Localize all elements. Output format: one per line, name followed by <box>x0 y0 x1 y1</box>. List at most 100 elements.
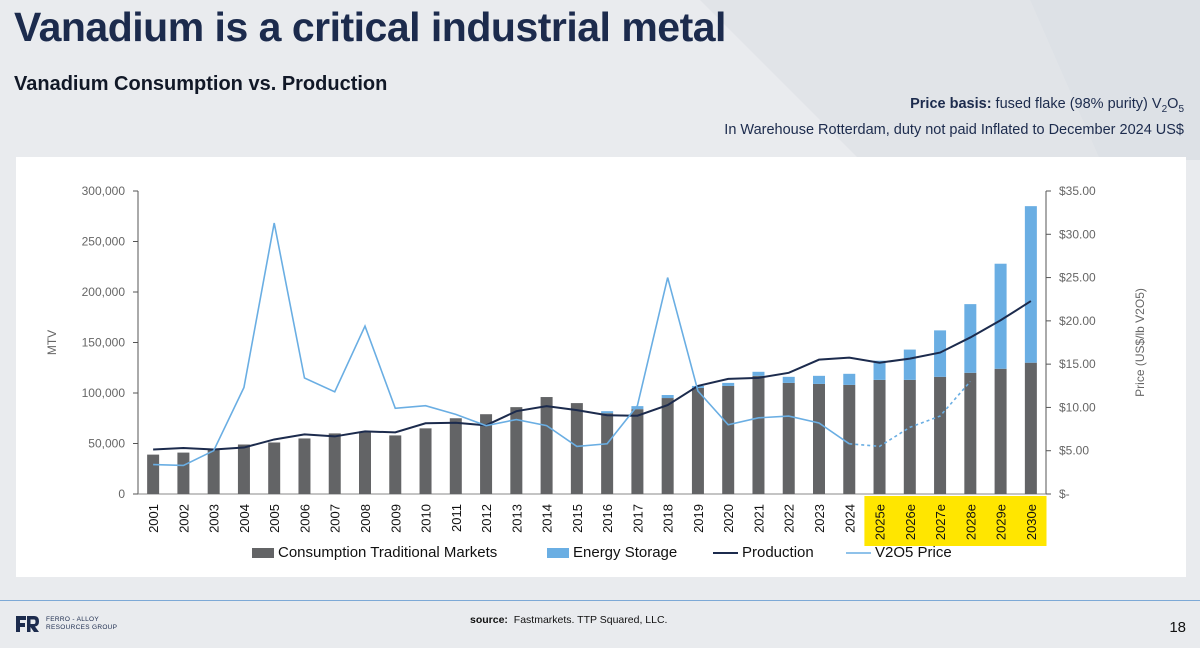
x-axis-tick-label: 2010 <box>419 504 434 533</box>
price-basis-o: O <box>1167 96 1179 112</box>
left-axis-tick-label: 100,000 <box>82 386 126 400</box>
bar-consumption-traditional <box>601 413 614 494</box>
chart-panel: 0 50,000 100,000 150,000 200,000 250,000 300,0… <box>16 157 1186 577</box>
forecast-highlight <box>985 496 1017 546</box>
logo-line1: FERRO - ALLOY <box>46 616 100 623</box>
right-axis-title: Price (US$/lb V2O5) <box>1133 288 1147 397</box>
bar-consumption-traditional <box>480 414 493 494</box>
legend-label: Consumption Traditional Markets <box>278 544 497 561</box>
bar-energy-storage <box>994 263 1007 369</box>
bar-consumption-traditional <box>419 428 432 494</box>
x-axis-tick-label: 2027e <box>933 504 948 540</box>
bar-energy-storage <box>752 371 765 376</box>
x-axis-tick-label: 2012 <box>479 504 494 533</box>
x-axis-tick-label: 2004 <box>237 504 252 533</box>
x-axis-tick-label: 2029e <box>994 504 1009 540</box>
production-line <box>153 300 1032 451</box>
left-axis-tick-label: 300,000 <box>82 184 126 198</box>
bar-energy-storage <box>843 373 856 385</box>
price-basis-note: Price basis: fused flake (98% purity) V2… <box>724 94 1184 141</box>
company-logo: FERRO - ALLOY RESOURCES GROUP <box>14 614 117 634</box>
bar-consumption-traditional <box>843 384 856 494</box>
page-title: Vanadium is a critical industrial metal <box>14 4 726 50</box>
x-axis-tick-label: 2014 <box>540 504 555 533</box>
bar-consumption-traditional <box>177 452 190 494</box>
x-axis-tick-label: 2022 <box>782 504 797 533</box>
price-basis-sub2: 5 <box>1178 103 1184 115</box>
consumption-production-chart: 0 50,000 100,000 150,000 200,000 250,000 300,0… <box>45 184 1147 561</box>
left-axis-tick-label: 0 <box>118 487 125 501</box>
x-axis-tick-label: 2006 <box>297 504 312 533</box>
x-axis-tick-label: 2030e <box>1024 504 1039 540</box>
price-basis-line1: Price basis: fused flake (98% purity) V2… <box>724 94 1184 120</box>
bar-consumption-traditional <box>147 454 160 494</box>
source-note: source: Fastmarkets. TTP Squared, LLC. <box>470 614 667 626</box>
bar-energy-storage <box>661 395 674 399</box>
forecast-highlight <box>894 496 926 546</box>
legend-label: V2O5 Price <box>875 544 952 561</box>
bar-consumption-traditional <box>691 387 704 494</box>
x-axis-tick-label: 2002 <box>176 504 191 533</box>
bar-consumption-traditional <box>540 397 553 494</box>
x-axis-tick-label: 2016 <box>600 504 615 533</box>
bar-consumption-traditional <box>903 379 916 494</box>
legend-label: Energy Storage <box>573 544 677 561</box>
x-axis-tick-label: 2021 <box>751 504 766 533</box>
left-axis-tick-label: 250,000 <box>82 235 126 249</box>
price-basis-line2: In Warehouse Rotterdam, duty not paid In… <box>724 121 1184 138</box>
x-axis-tick-label: 2011 <box>449 504 464 532</box>
right-axis-tick-label: $- <box>1059 487 1070 501</box>
legend-swatch <box>547 548 569 558</box>
bar-energy-storage <box>1024 206 1037 363</box>
x-axis-tick-label: 2023 <box>812 504 827 533</box>
footer-divider <box>0 600 1200 601</box>
bar-consumption-traditional <box>782 382 795 494</box>
forecast-highlight <box>1015 496 1047 546</box>
right-axis-tick-label: $10.00 <box>1059 400 1096 414</box>
legend-label: Production <box>742 544 814 561</box>
bar-consumption-traditional <box>873 379 886 494</box>
right-axis-tick-label: $20.00 <box>1059 314 1096 328</box>
x-axis-tick-label: 2020 <box>721 504 736 533</box>
source-label: source: <box>470 614 508 626</box>
price-basis-text: fused flake (98% purity) V <box>991 96 1162 112</box>
x-axis-tick-label: 2008 <box>358 504 373 533</box>
bar-consumption-traditional <box>813 383 825 494</box>
bar-energy-storage <box>813 375 825 384</box>
bar-consumption-traditional <box>722 385 735 494</box>
bar-consumption-traditional <box>207 448 220 494</box>
x-axis-tick-label: 2009 <box>388 504 403 533</box>
page-number: 18 <box>1169 619 1186 636</box>
v2o5-price-line <box>153 222 850 467</box>
left-axis-title: MTV <box>45 330 59 355</box>
bar-consumption-traditional <box>389 435 402 494</box>
x-axis-tick-label: 2024 <box>842 504 857 533</box>
forecast-highlight <box>924 496 956 546</box>
x-axis-tick-label: 2028e <box>963 504 978 540</box>
x-axis-tick-label: 2003 <box>207 504 222 533</box>
v2o5-price-forecast-line <box>849 380 971 448</box>
bar-energy-storage <box>722 382 735 386</box>
bar-consumption-traditional <box>298 438 311 494</box>
x-axis-tick-label: 2015 <box>570 504 585 533</box>
bar-consumption-traditional <box>661 398 674 494</box>
x-axis-tick-label: 2005 <box>267 504 282 533</box>
right-axis-tick-label: $25.00 <box>1059 271 1096 285</box>
x-axis-tick-label: 2026e <box>903 504 918 540</box>
bar-consumption-traditional <box>752 375 765 494</box>
far-logo-icon <box>16 616 39 632</box>
x-axis-tick-label: 2025e <box>873 504 888 540</box>
bar-consumption-traditional <box>964 372 977 494</box>
right-axis-tick-label: $35.00 <box>1059 184 1096 198</box>
x-axis-tick-label: 2013 <box>509 504 524 533</box>
right-axis-tick-label: $15.00 <box>1059 357 1096 371</box>
x-axis-tick-label: 2019 <box>691 504 706 533</box>
bar-energy-storage <box>903 349 916 380</box>
bar-energy-storage <box>782 376 795 383</box>
right-axis-tick-label: $5.00 <box>1059 444 1089 458</box>
right-axis-tick-label: $30.00 <box>1059 227 1096 241</box>
x-axis-tick-label: 2018 <box>661 504 676 533</box>
bar-consumption-traditional <box>631 409 644 494</box>
bar-consumption-traditional <box>359 432 371 494</box>
bar-consumption-traditional <box>994 368 1007 494</box>
